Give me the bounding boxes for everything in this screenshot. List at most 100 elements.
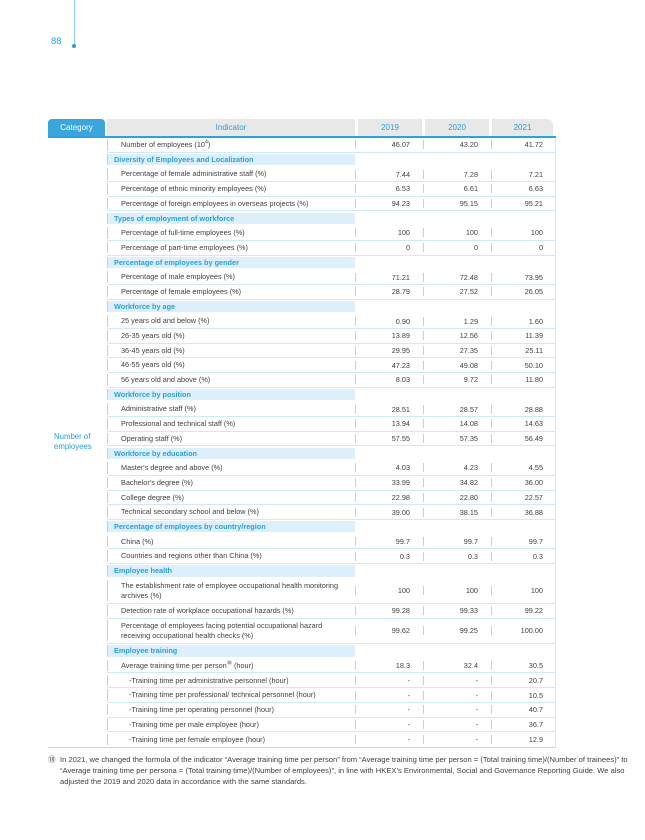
value-cell: 100 bbox=[491, 228, 556, 238]
value-cell: 14.08 bbox=[423, 419, 491, 429]
value-cell: 7.28 bbox=[423, 169, 491, 179]
value-cell: - bbox=[355, 675, 423, 685]
table-body: Number of employees Number of employees … bbox=[48, 138, 556, 748]
table-rows: Number of employees (104) 46.07 43.20 41.72… bbox=[107, 138, 556, 747]
section-row: Workforce by position bbox=[107, 387, 556, 403]
value-cell: 99.33 bbox=[423, 606, 491, 616]
value-cell: - bbox=[355, 690, 423, 700]
indicator-label: Operating staff (%) bbox=[107, 432, 355, 445]
indicator-label: -Training time per female employee (hour… bbox=[107, 733, 355, 746]
value-cell: 11.80 bbox=[491, 375, 556, 385]
section-title: Workforce by position bbox=[107, 388, 355, 401]
value-cell: 22.57 bbox=[491, 492, 556, 502]
indicator-label: Professional and technical staff (%) bbox=[107, 418, 355, 430]
value-cell: 0.3 bbox=[491, 551, 556, 561]
value-cell: 99.7 bbox=[491, 536, 556, 546]
value-cell: 30.5 bbox=[491, 661, 556, 671]
value-cell: 36.88 bbox=[491, 507, 556, 517]
section-row: Employee training bbox=[107, 644, 556, 659]
year-header-2021: 2021 bbox=[492, 119, 553, 136]
value-cell: 71.21 bbox=[355, 272, 423, 282]
table-row: 26-35 years old (%) 13.89 12.56 11.39 bbox=[107, 328, 556, 344]
value-cell: 46.07 bbox=[355, 140, 423, 150]
value-cell: 34.82 bbox=[423, 478, 491, 488]
section-title: Types of employment of workforce bbox=[107, 212, 355, 225]
table-row: China (%) 99.7 99.7 99.7 bbox=[107, 534, 556, 550]
category-header-tab: Category bbox=[48, 119, 105, 136]
table-row: -Training time per operating personnel (… bbox=[107, 702, 556, 718]
value-cell: 95.15 bbox=[423, 199, 491, 209]
value-cell: 99.28 bbox=[355, 606, 423, 616]
value-cell: 9.72 bbox=[423, 375, 491, 385]
table-row: Percentage of foreign employees in overs… bbox=[107, 196, 556, 212]
table-row: Technical secondary school and below (%)… bbox=[107, 505, 556, 520]
indicator-label: -Training time per operating personnel (… bbox=[107, 703, 355, 716]
indicator-label: -Training time per male employee (hour) bbox=[107, 718, 355, 731]
value-cell: 7.21 bbox=[491, 169, 556, 179]
value-cell: 14.63 bbox=[491, 419, 556, 429]
indicator-label: China (%) bbox=[107, 535, 355, 548]
table-row: Percentage of part-time employees (%) 0 0 0 bbox=[107, 240, 556, 256]
value-cell: - bbox=[355, 705, 423, 715]
value-cell: 18.3 bbox=[355, 661, 423, 671]
section-row: Percentage of employees by gender bbox=[107, 255, 556, 271]
value-cell: 13.94 bbox=[355, 419, 423, 429]
indicator-label: Administrative staff (%) bbox=[107, 403, 355, 415]
section-title: Employee health bbox=[107, 565, 355, 577]
value-cell: 1.60 bbox=[491, 316, 556, 326]
value-cell: 27.52 bbox=[423, 287, 491, 297]
table-row: Percentage of female administrative staf… bbox=[107, 167, 556, 183]
value-cell: - bbox=[423, 705, 491, 715]
table-row: 56 years old and above (%) 8.03 9.72 11.80 bbox=[107, 373, 556, 388]
table-row: 36-45 years old (%) 29.95 27.35 25.11 bbox=[107, 343, 556, 359]
value-cell: 57.35 bbox=[423, 434, 491, 444]
value-cell: 6.61 bbox=[423, 184, 491, 194]
section-row: Types of employment of workforce bbox=[107, 211, 556, 227]
section-title: Workforce by education bbox=[107, 447, 355, 460]
indicator-label: Percentage of male employees (%) bbox=[107, 271, 355, 283]
section-row: Percentage of employees by country/regio… bbox=[107, 519, 556, 535]
value-cell: 40.7 bbox=[491, 705, 556, 715]
value-cell: - bbox=[355, 719, 423, 729]
value-cell: - bbox=[423, 690, 491, 700]
section-row: Diversity of Employees and Localization bbox=[107, 152, 556, 168]
page-number: 88 bbox=[51, 36, 62, 47]
value-cell: 28.57 bbox=[423, 404, 491, 414]
indicator-label: Bachelor's degree (%) bbox=[107, 476, 355, 489]
value-cell: 6.53 bbox=[355, 184, 423, 194]
table-row: Average training time per person⑱ (hour)… bbox=[107, 658, 556, 674]
indicator-label: Technical secondary school and below (%) bbox=[107, 506, 355, 518]
value-cell: 95.21 bbox=[491, 199, 556, 209]
footnote-mark: ⑱ bbox=[48, 755, 56, 764]
value-cell: 28.88 bbox=[491, 404, 556, 414]
value-cell: 4.23 bbox=[423, 463, 491, 473]
year-header-2020: 2020 bbox=[425, 119, 489, 136]
table-header-row: Category Indicator 2019 2020 2021 bbox=[48, 119, 556, 138]
indicator-label: Percentage of female employees (%) bbox=[107, 285, 355, 298]
value-cell: 32.4 bbox=[423, 661, 491, 671]
section-title: Workforce by age bbox=[107, 300, 355, 313]
value-cell: 0.3 bbox=[355, 551, 423, 561]
section-row: Employee health bbox=[107, 563, 556, 579]
value-cell: 20.7 bbox=[491, 675, 556, 685]
value-cell: - bbox=[355, 735, 423, 745]
value-cell: 100.00 bbox=[491, 626, 556, 636]
value-cell: 36.7 bbox=[491, 719, 556, 729]
value-cell: 57.55 bbox=[355, 434, 423, 444]
table-row: The establishment rate of employee occup… bbox=[107, 578, 556, 605]
value-cell: 0 bbox=[491, 243, 556, 253]
page-margin-dot bbox=[72, 44, 76, 48]
table-row: Administrative staff (%) 28.51 28.57 28.88 bbox=[107, 402, 556, 418]
indicator-label: Detection rate of workplace occupational… bbox=[107, 605, 355, 617]
superscript-mark: 4 bbox=[204, 139, 208, 146]
table-row: Countries and regions other than China (… bbox=[107, 549, 556, 564]
section-row: Workforce by education bbox=[107, 446, 556, 462]
indicator-label: Countries and regions other than China (… bbox=[107, 550, 355, 562]
value-cell: 1.29 bbox=[423, 316, 491, 326]
value-cell: 43.20 bbox=[423, 140, 491, 150]
value-cell: 39.00 bbox=[355, 507, 423, 517]
value-cell: 6.63 bbox=[491, 184, 556, 194]
value-cell: 11.39 bbox=[491, 331, 556, 341]
value-cell: 29.95 bbox=[355, 345, 423, 355]
table-row: -Training time per male employee (hour) -… bbox=[107, 717, 556, 733]
